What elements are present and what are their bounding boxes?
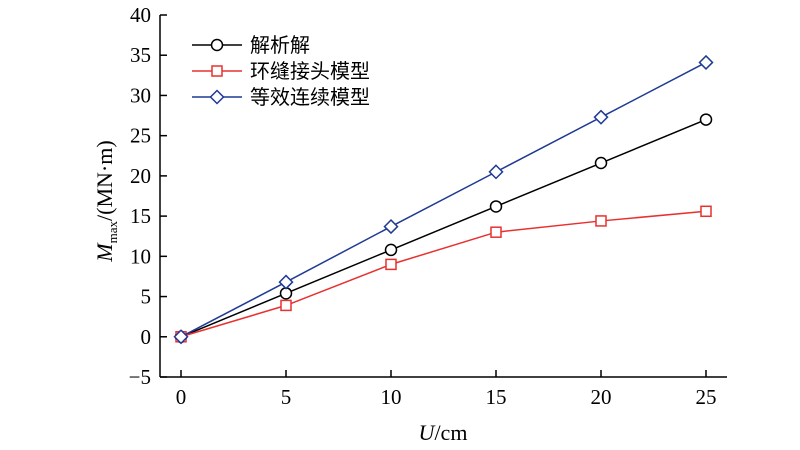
y-tick-label: 5 [141, 285, 152, 309]
y-tick-label: 40 [130, 3, 151, 27]
series-line [180, 61, 707, 338]
legend-label: 等效连续模型 [250, 85, 370, 109]
series-analytical [174, 113, 713, 344]
x-tick-label: 15 [486, 385, 507, 409]
y-axis-label-unit: /(MN·m) [92, 140, 117, 221]
series-ring-joint [175, 205, 712, 343]
data-point [173, 329, 189, 345]
legend-label: 解析解 [250, 33, 310, 57]
x-tick-label: 10 [381, 385, 402, 409]
data-point [700, 205, 712, 218]
x-axis-label-unit: /cm [434, 420, 467, 445]
x-tick-label: 25 [696, 385, 717, 409]
data-point [384, 243, 398, 257]
x-tick-label: 20 [591, 385, 612, 409]
y-tick-label: 15 [130, 204, 151, 228]
data-point [594, 156, 608, 170]
data-point [699, 113, 713, 126]
x-axis-label: U/cm [419, 420, 468, 445]
legend-item: 等效连续模型 [192, 85, 370, 109]
y-axis-label: Mmax/(MN·m) [92, 140, 120, 262]
x-tick-label: 5 [281, 385, 292, 409]
series-line [180, 210, 707, 338]
legend-item: 解析解 [192, 33, 310, 57]
y-tick-label: 20 [130, 164, 151, 188]
data-point [385, 258, 397, 271]
data-point [383, 219, 399, 235]
data-point [593, 109, 609, 125]
series-line [180, 118, 707, 338]
series-layer [173, 54, 714, 345]
axes: −5 0 5 10 15 20 25 30 35 40 0 5 10 15 20 25 [129, 3, 727, 409]
data-point [489, 200, 503, 213]
legend-marker [211, 65, 223, 77]
y-tick-label: −5 [129, 365, 151, 389]
legend-item: 环缝接头模型 [192, 59, 370, 83]
y-tick-label: 25 [130, 124, 151, 148]
y-tick-label: 30 [130, 83, 151, 107]
legend-marker [210, 38, 224, 52]
y-tick-label: 0 [141, 325, 152, 349]
y-axis-label-variable: M [92, 242, 117, 263]
y-tick-label: 35 [130, 43, 151, 67]
data-point [490, 226, 502, 238]
y-tick-label: 10 [130, 244, 151, 268]
data-point [698, 54, 714, 71]
data-point [278, 274, 294, 290]
legend-label: 环缝接头模型 [250, 59, 370, 83]
y-axis-label-subscript: max [105, 220, 120, 243]
data-point [595, 215, 607, 227]
x-axis-label-variable: U [419, 420, 437, 445]
legend-marker [209, 89, 225, 105]
series-equivalent-continuous [173, 54, 714, 345]
data-point [488, 164, 504, 180]
data-point [280, 299, 292, 312]
x-tick-label: 0 [176, 385, 187, 409]
